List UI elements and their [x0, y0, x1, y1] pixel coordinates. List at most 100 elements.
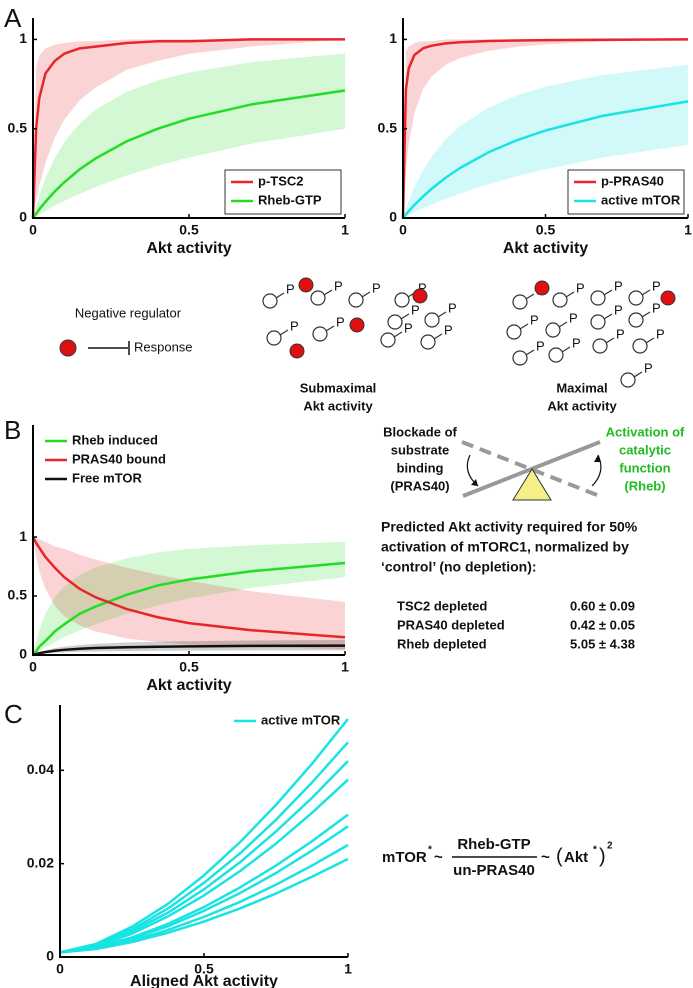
table-cell: PRAS40 depleted — [397, 617, 505, 632]
equation: ) — [599, 845, 606, 867]
regulator — [298, 277, 314, 293]
phospho-label: P — [576, 280, 585, 295]
panel-label: B — [4, 415, 21, 445]
molecule-stick — [437, 311, 447, 318]
molecule-stick — [325, 325, 335, 332]
molecule — [592, 338, 608, 354]
prediction-text: activation of mTORC1, normalized by — [381, 539, 629, 555]
molecule-stick — [393, 331, 403, 338]
x-tick-label: 0 — [29, 222, 37, 238]
molecule — [512, 294, 528, 310]
phospho-label: P — [652, 278, 661, 293]
molecule-stick — [603, 313, 613, 320]
diagram-text: Activation of — [606, 424, 685, 439]
molecule — [552, 292, 568, 308]
diagram-text: Akt activity — [547, 398, 617, 413]
molecule — [548, 347, 564, 363]
molecule — [590, 290, 606, 306]
phospho-label: P — [334, 278, 343, 293]
molecule — [512, 350, 528, 366]
molecule — [266, 330, 282, 346]
regulator — [660, 290, 676, 306]
x-tick-label: 1 — [344, 961, 352, 977]
diagram-text: Maximal — [556, 380, 607, 395]
y-tick-label: 0 — [19, 209, 27, 225]
molecule-stick — [558, 321, 568, 328]
chart: 0 0.02 0.04 0 0.5 1 Aligned Akt activity active… — [27, 705, 352, 988]
line — [31, 536, 346, 639]
molecule-stick — [641, 289, 651, 296]
phospho-label: P — [448, 300, 457, 315]
x-tick-label: 0.5 — [194, 961, 214, 977]
phospho-label: P — [572, 335, 581, 350]
seesaw-dashed — [461, 440, 603, 499]
x-axis-label: Akt activity — [503, 240, 588, 257]
equation: un-PRAS40 — [453, 862, 535, 879]
x-tick-label: 1 — [684, 222, 692, 238]
table-cell: 0.42 ± 0.05 — [570, 617, 635, 632]
molecule-stick — [400, 313, 410, 320]
phospho-label: P — [418, 280, 427, 295]
line — [401, 38, 689, 219]
diagram-text: Negative regulator — [75, 305, 182, 320]
legend-label: Rheb-GTP — [258, 192, 322, 207]
confidence-band — [33, 53, 345, 218]
y-tick-label: 0.5 — [378, 119, 398, 135]
molecule — [310, 290, 326, 306]
x-axis-label: Akt activity — [146, 677, 231, 694]
molecule — [312, 326, 328, 342]
diagram-text: (Rheb) — [624, 478, 665, 493]
confidence-band — [33, 39, 345, 218]
table-cell: Rheb depleted — [397, 636, 487, 651]
regulator — [289, 343, 305, 359]
molecule — [628, 290, 644, 306]
x-tick-label: 0 — [56, 961, 64, 977]
chart: 0 0.5 1 0 0.5 1 Akt activity p-PRAS40 active mTO… — [378, 18, 692, 257]
x-tick-label: 0 — [399, 222, 407, 238]
y-tick-label: 1 — [19, 528, 27, 544]
molecules: PPPPPPPPPPPPPPPPPPPPPPP — [262, 277, 676, 388]
y-tick-label: 1 — [389, 30, 397, 46]
equation: mTOR — [382, 849, 427, 866]
confidence-band — [403, 39, 688, 218]
legend-frame — [567, 169, 685, 215]
diagram-text: Akt activity — [303, 398, 373, 413]
phospho-label: P — [404, 320, 413, 335]
diagram-text: (PRAS40) — [390, 478, 449, 493]
line — [59, 843, 349, 954]
molecule — [620, 372, 636, 388]
legend-label: Rheb induced — [72, 432, 158, 447]
phospho-label: P — [656, 326, 665, 341]
molecule-stick — [603, 289, 613, 296]
x-tick-label: 1 — [341, 659, 349, 675]
molecule-stick — [275, 292, 285, 299]
y-tick-label: 1 — [19, 30, 27, 46]
line — [59, 718, 349, 954]
equation: ~ — [434, 849, 443, 866]
molecule — [424, 312, 440, 328]
molecule-stick — [633, 371, 643, 378]
regulator — [349, 317, 365, 333]
regulator — [534, 280, 550, 296]
molecule-stick — [565, 291, 575, 298]
line — [31, 38, 345, 219]
prediction-text: ‘control’ (no depletion): — [381, 559, 537, 575]
molecule — [506, 324, 522, 340]
line — [59, 760, 349, 954]
molecule — [590, 314, 606, 330]
panel-label: A — [4, 3, 22, 33]
fulcrum — [512, 468, 552, 501]
x-tick-label: 0.5 — [179, 659, 199, 675]
molecule-stick — [605, 337, 615, 344]
molecule — [394, 292, 410, 308]
x-tick-label: 0.5 — [179, 222, 199, 238]
molecule-stick — [525, 293, 535, 300]
arrow-head — [471, 479, 478, 486]
line — [32, 561, 346, 656]
equation: ~ — [541, 849, 550, 866]
y-tick-label: 0.04 — [27, 761, 54, 777]
phospho-label: P — [652, 300, 661, 315]
equation: ( — [556, 845, 563, 867]
molecule — [380, 332, 396, 348]
line — [32, 644, 346, 657]
